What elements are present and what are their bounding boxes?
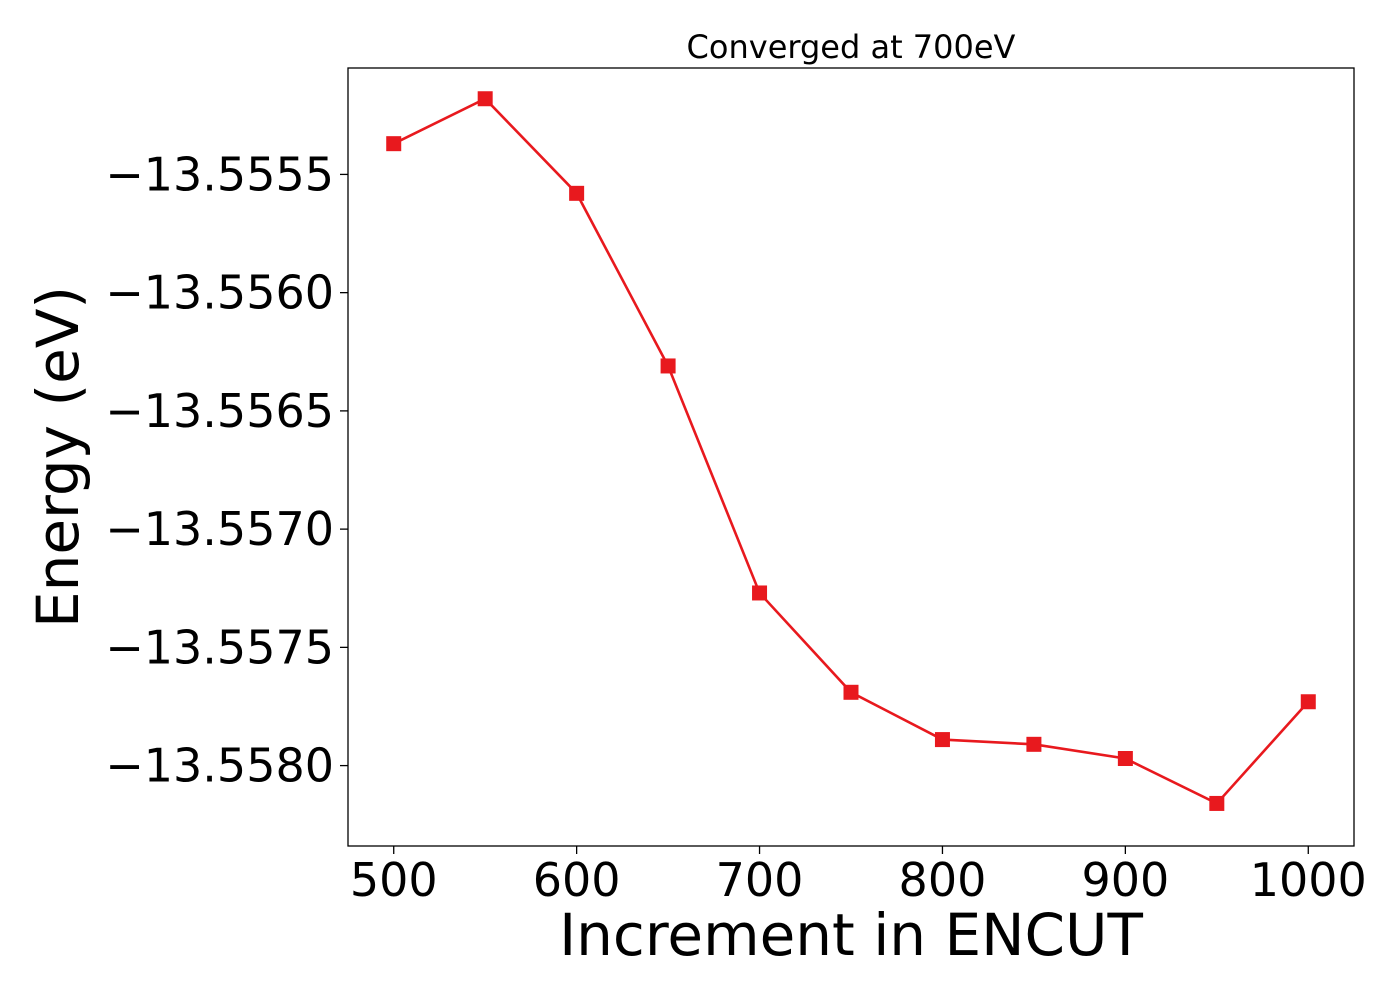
y-axis-label: Energy (eV)	[24, 286, 92, 628]
data-point-marker	[386, 136, 402, 152]
x-axis-ticks: 500 600 700 800 900 1000	[350, 846, 1367, 907]
data-point-marker	[1026, 736, 1042, 752]
y-tick-label: −13.5555	[105, 147, 334, 201]
x-tick-label: 500	[350, 853, 438, 907]
x-tick-label: 1000	[1250, 853, 1367, 907]
data-point-marker	[752, 585, 768, 601]
data-point-marker	[1300, 694, 1316, 710]
x-tick-label: 700	[716, 853, 804, 907]
x-axis-label: Increment in ENCUT	[559, 901, 1143, 969]
y-tick-label: −13.5580	[105, 739, 334, 793]
data-point-marker	[477, 91, 493, 107]
data-point-marker	[934, 732, 950, 748]
y-tick-label: −13.5565	[105, 384, 334, 438]
data-point-marker	[1209, 795, 1225, 811]
plot-frame	[347, 67, 1355, 847]
x-tick-label: 800	[899, 853, 987, 907]
chart-title: Converged at 700eV	[687, 28, 1016, 66]
y-tick-label: −13.5560	[105, 266, 334, 320]
series-layer	[386, 91, 1316, 811]
x-tick-label: 600	[533, 853, 621, 907]
data-point-marker	[660, 358, 676, 374]
y-tick-label: −13.5570	[105, 502, 334, 556]
data-point-marker	[1117, 751, 1133, 767]
data-point-marker	[569, 185, 585, 201]
data-point-marker	[843, 684, 859, 700]
y-axis-ticks: −13.5555 −13.5560 −13.5565 −13.5570 −13.5575…	[105, 147, 348, 793]
y-tick-label: −13.5575	[105, 620, 334, 674]
x-tick-label: 900	[1081, 853, 1169, 907]
